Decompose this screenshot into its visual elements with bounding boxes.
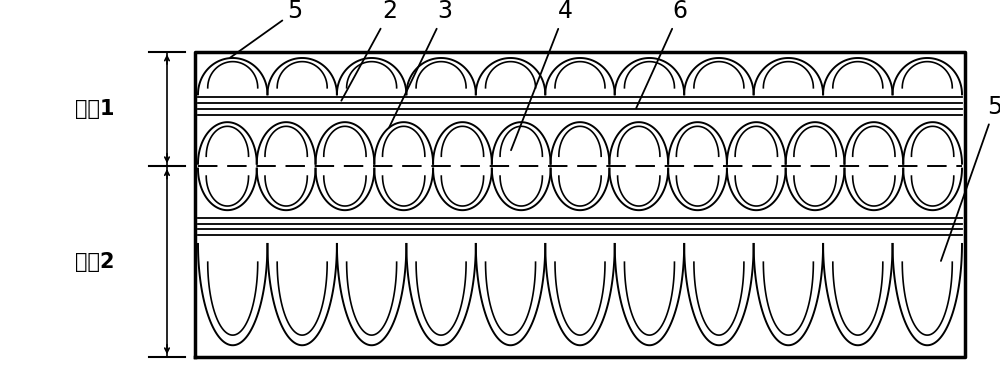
Text: 单元2: 单元2 <box>75 252 115 272</box>
Text: 5: 5 <box>941 95 1000 261</box>
Text: 6: 6 <box>636 0 688 108</box>
Text: 2: 2 <box>341 0 398 101</box>
Text: 单元1: 单元1 <box>75 99 115 119</box>
Text: 3: 3 <box>389 0 452 127</box>
Text: 4: 4 <box>511 0 572 150</box>
Text: 5: 5 <box>230 0 303 58</box>
